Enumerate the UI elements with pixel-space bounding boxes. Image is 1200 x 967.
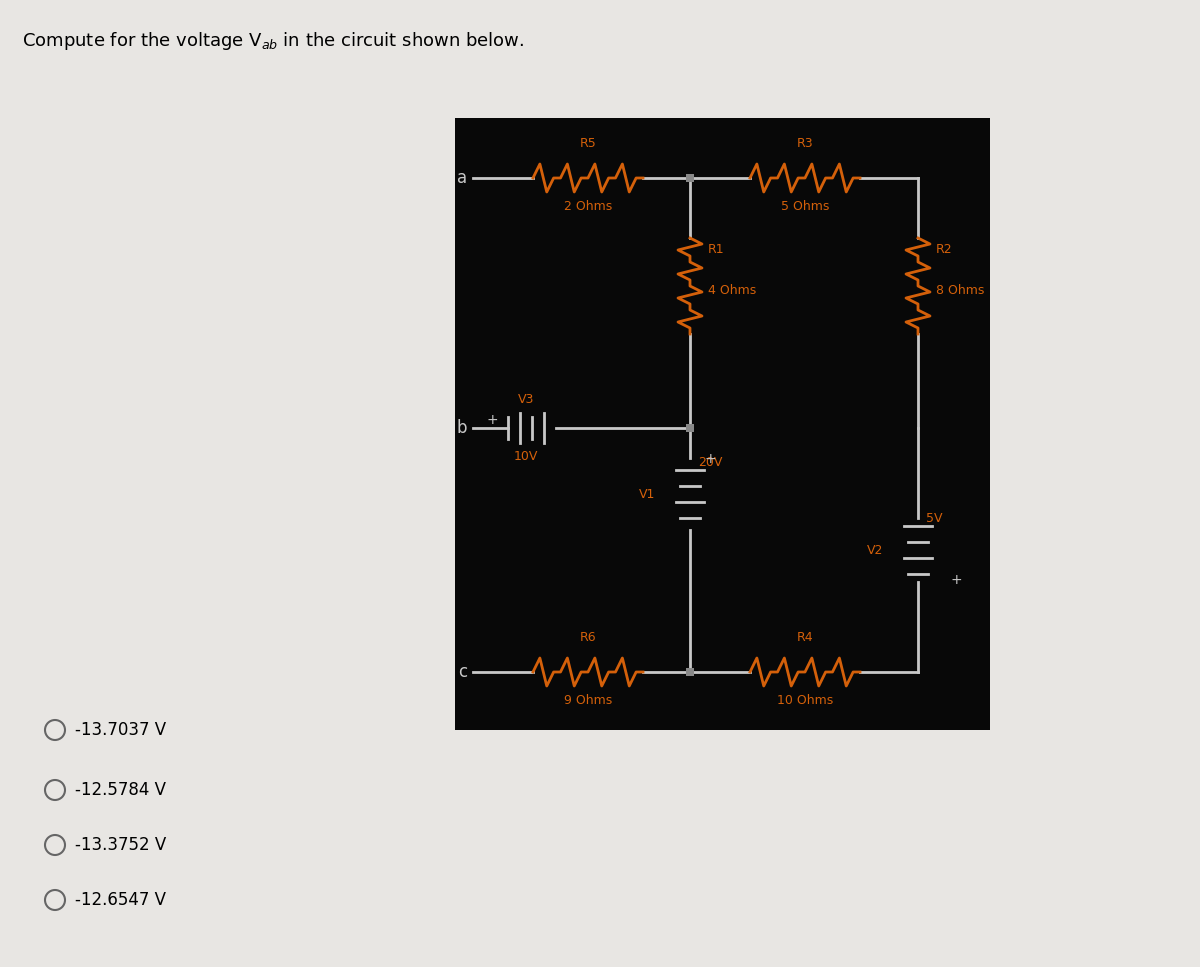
- Text: a: a: [457, 169, 467, 187]
- Text: +: +: [950, 573, 961, 587]
- Text: R4: R4: [797, 631, 814, 644]
- Text: 4 Ohms: 4 Ohms: [708, 283, 756, 297]
- Text: 9 Ohms: 9 Ohms: [564, 694, 612, 707]
- Text: Compute for the voltage V$_{ab}$ in the circuit shown below.: Compute for the voltage V$_{ab}$ in the …: [22, 30, 524, 52]
- Text: R3: R3: [797, 137, 814, 150]
- Text: R6: R6: [580, 631, 596, 644]
- Bar: [686, 668, 694, 676]
- Text: -13.7037 V: -13.7037 V: [74, 721, 166, 739]
- Text: R1: R1: [708, 243, 725, 256]
- Text: 5 Ohms: 5 Ohms: [781, 200, 829, 213]
- Text: c: c: [458, 663, 467, 681]
- Bar: [455, 118, 990, 730]
- Text: -12.5784 V: -12.5784 V: [74, 781, 166, 799]
- Text: 10V: 10V: [514, 450, 538, 463]
- Text: b: b: [456, 419, 467, 437]
- Text: 20V: 20V: [698, 456, 722, 469]
- Text: +: +: [704, 452, 715, 466]
- Text: V2: V2: [866, 543, 883, 556]
- Text: -13.3752 V: -13.3752 V: [74, 836, 167, 854]
- Text: V3: V3: [518, 393, 534, 406]
- Text: R2: R2: [936, 243, 953, 256]
- Text: V1: V1: [638, 487, 655, 501]
- Text: 10 Ohms: 10 Ohms: [776, 694, 833, 707]
- Bar: [686, 424, 694, 432]
- Text: 2 Ohms: 2 Ohms: [564, 200, 612, 213]
- Bar: [686, 174, 694, 182]
- Text: -12.6547 V: -12.6547 V: [74, 891, 166, 909]
- Text: R5: R5: [580, 137, 596, 150]
- Text: 5V: 5V: [926, 512, 942, 525]
- Text: +: +: [486, 413, 498, 427]
- Text: 8 Ohms: 8 Ohms: [936, 283, 984, 297]
